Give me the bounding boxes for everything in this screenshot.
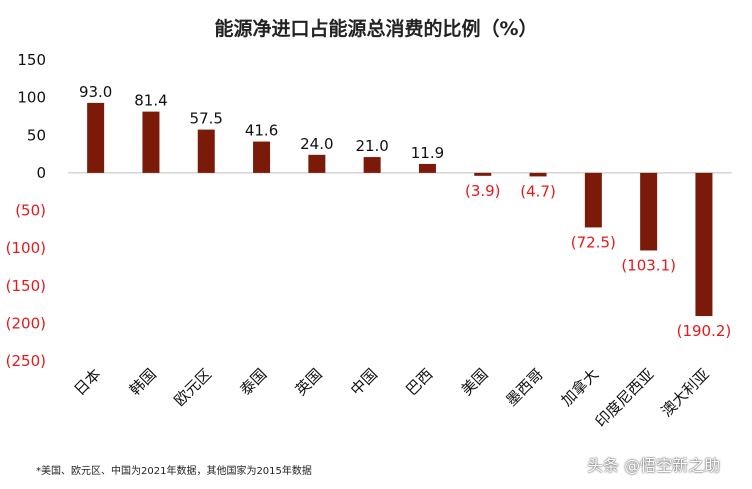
bar bbox=[197, 129, 215, 173]
category-label: 中国 bbox=[347, 365, 381, 399]
watermark: 头条 @悟空新之助 bbox=[587, 456, 721, 475]
bar bbox=[87, 102, 105, 173]
category-label: 欧元区 bbox=[171, 365, 216, 410]
bar bbox=[695, 172, 713, 317]
data-label: 41.6 bbox=[245, 122, 278, 140]
bar bbox=[308, 154, 326, 173]
y-tick-label: (100) bbox=[6, 239, 46, 257]
bar bbox=[474, 172, 492, 176]
data-label: (103.1) bbox=[621, 256, 676, 274]
y-tick-label: (50) bbox=[15, 202, 46, 220]
y-tick-label: 100 bbox=[17, 89, 46, 107]
data-label: 21.0 bbox=[355, 137, 388, 155]
bar bbox=[142, 111, 160, 173]
chart-title: 能源净进口占能源总消费的比例（%） bbox=[214, 18, 538, 40]
data-label: 11.9 bbox=[411, 144, 444, 162]
y-tick-label: 150 bbox=[17, 51, 46, 69]
y-tick-label: 0 bbox=[36, 164, 46, 182]
y-tick-label: 50 bbox=[27, 126, 46, 144]
bar bbox=[584, 172, 602, 228]
bar bbox=[253, 141, 271, 173]
footnote: *美国、欧元区、中国为2021年数据，其他国家为2015年数据 bbox=[36, 466, 312, 477]
category-label: 墨西哥 bbox=[502, 365, 547, 410]
category-label: 美国 bbox=[458, 365, 492, 399]
category-label: 加拿大 bbox=[558, 365, 603, 410]
bar bbox=[363, 157, 381, 173]
data-label: (3.9) bbox=[465, 182, 501, 200]
data-label: 24.0 bbox=[300, 135, 333, 153]
y-tick-label: (250) bbox=[6, 352, 46, 370]
data-label: (190.2) bbox=[677, 322, 732, 340]
category-label: 日本 bbox=[71, 365, 105, 399]
category-label: 韩国 bbox=[126, 365, 160, 399]
bar bbox=[640, 172, 658, 251]
data-label: (72.5) bbox=[571, 233, 616, 251]
y-tick-label: (150) bbox=[6, 277, 46, 295]
category-label: 澳大利亚 bbox=[658, 365, 713, 420]
category-label: 巴西 bbox=[402, 365, 436, 399]
data-label: (4.7) bbox=[520, 182, 556, 200]
bar bbox=[529, 172, 547, 177]
bar bbox=[418, 163, 436, 173]
data-label: 57.5 bbox=[190, 110, 223, 128]
y-tick-label: (200) bbox=[6, 314, 46, 332]
category-label: 英国 bbox=[292, 365, 326, 399]
data-label: 93.0 bbox=[79, 83, 112, 101]
category-label: 泰国 bbox=[236, 365, 270, 399]
category-label: 印度尼西亚 bbox=[592, 365, 658, 431]
data-label: 81.4 bbox=[134, 92, 167, 110]
